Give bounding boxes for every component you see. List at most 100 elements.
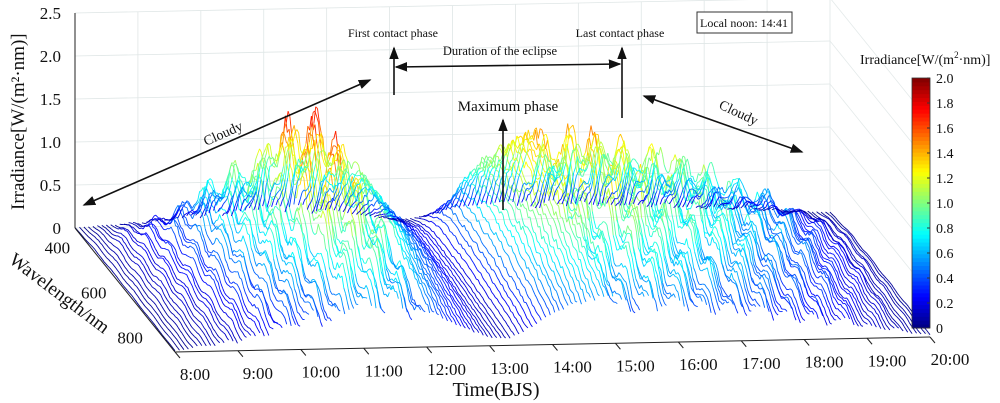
spectrum-segment bbox=[199, 313, 202, 316]
spectrum-segment bbox=[432, 262, 435, 267]
spectrum-segment bbox=[92, 226, 95, 229]
spectrum-segment bbox=[519, 278, 522, 284]
spectrum-segment bbox=[262, 222, 265, 228]
spectrum-line bbox=[360, 199, 462, 327]
spectrum-segment bbox=[270, 229, 274, 234]
spectrum-segment bbox=[182, 228, 185, 236]
spectrum-segment bbox=[129, 224, 132, 228]
spectrum-segment bbox=[239, 299, 243, 305]
spectrum-segment bbox=[448, 281, 451, 285]
spectrum-segment bbox=[375, 190, 378, 193]
spectrum-segment bbox=[113, 230, 116, 233]
spectrum-segment bbox=[286, 293, 290, 301]
spectrum-segment bbox=[196, 255, 200, 262]
spectrum-segment bbox=[336, 238, 340, 241]
spectrum-segment bbox=[306, 208, 310, 213]
spectrum-segment bbox=[167, 241, 170, 245]
spectrum-segment bbox=[427, 278, 431, 282]
spectrum-segment bbox=[375, 191, 378, 198]
spectrum-segment bbox=[434, 275, 437, 280]
spectrum-segment bbox=[364, 210, 367, 213]
spectrum-segment bbox=[499, 313, 503, 317]
spectrum-segment bbox=[528, 229, 532, 234]
spectrum-segment bbox=[147, 288, 150, 291]
spectrum-segment bbox=[485, 291, 488, 296]
spectrum-segment bbox=[431, 296, 435, 300]
spectrum-segment bbox=[416, 273, 419, 276]
spectrum-segment bbox=[320, 321, 323, 327]
spectrum-segment bbox=[412, 264, 416, 270]
spectrum-segment bbox=[119, 236, 122, 239]
spectrum-segment bbox=[437, 308, 440, 310]
spectrum-segment bbox=[253, 271, 257, 275]
spectrum-segment bbox=[142, 303, 146, 307]
spectrum-segment bbox=[280, 255, 284, 262]
spectrum-segment bbox=[383, 293, 386, 296]
spectrum-segment bbox=[453, 314, 456, 317]
spectrum-segment bbox=[235, 190, 238, 199]
spectrum-segment bbox=[306, 312, 310, 315]
spectrum-segment bbox=[461, 321, 465, 326]
spectrum-segment bbox=[199, 275, 203, 280]
spectrum-segment bbox=[343, 287, 347, 294]
spectrum-segment bbox=[207, 318, 210, 323]
spectrum-segment bbox=[200, 309, 203, 312]
spectrum-segment bbox=[436, 261, 439, 264]
spectrum-segment bbox=[402, 250, 406, 253]
spectrum-segment bbox=[242, 332, 246, 337]
spectrum-segment bbox=[114, 274, 118, 278]
spectrum-segment bbox=[252, 234, 256, 239]
spectrum-segment bbox=[425, 286, 429, 294]
spectrum-segment bbox=[513, 270, 517, 273]
spectrum-segment bbox=[150, 311, 153, 315]
spectrum-segment bbox=[426, 244, 429, 247]
spectrum-segment bbox=[316, 116, 319, 124]
spectrum-segment bbox=[423, 282, 427, 287]
spectrum-segment bbox=[459, 284, 463, 288]
spectrum-segment bbox=[321, 272, 325, 280]
spectrum-segment bbox=[227, 330, 230, 335]
spectrum-segment bbox=[444, 244, 447, 248]
spectrum-segment bbox=[140, 255, 143, 258]
spectrum-segment bbox=[438, 244, 441, 247]
spectrum-segment bbox=[556, 305, 560, 311]
spectrum-segment bbox=[276, 238, 280, 248]
spectrum-segment bbox=[488, 298, 492, 301]
spectrum-segment bbox=[317, 223, 321, 231]
spectrum-segment bbox=[141, 309, 145, 313]
spectrum-segment bbox=[316, 214, 320, 219]
spectrum-segment bbox=[472, 303, 476, 308]
spectrum-segment bbox=[228, 302, 232, 304]
spectrum-segment bbox=[377, 226, 380, 229]
spectrum-segment bbox=[314, 262, 318, 267]
spectrum-segment bbox=[158, 315, 161, 319]
spectrum-segment bbox=[434, 307, 438, 314]
spectrum-segment bbox=[428, 235, 431, 240]
spectrum-segment bbox=[81, 235, 85, 239]
spectrum-segment bbox=[436, 289, 439, 292]
spectrum-segment bbox=[297, 209, 300, 217]
spectrum-segment bbox=[506, 198, 509, 204]
spectrum-segment bbox=[90, 233, 94, 236]
spectrum-segment bbox=[260, 168, 264, 180]
spectrum-segment bbox=[147, 315, 150, 319]
spectrum-segment bbox=[266, 255, 270, 262]
spectrum-segment bbox=[423, 228, 426, 232]
spectrum-segment bbox=[183, 218, 186, 225]
spectrum-segment bbox=[515, 219, 518, 224]
spectrum-segment bbox=[238, 260, 241, 263]
spectrum-segment bbox=[363, 230, 367, 244]
spectrum-segment bbox=[79, 226, 82, 230]
spectrum-segment bbox=[210, 286, 214, 291]
spectrum-segment bbox=[364, 209, 367, 226]
spectrum-segment bbox=[167, 222, 171, 225]
spectrum-segment bbox=[262, 321, 266, 328]
spectrum-segment bbox=[264, 251, 267, 258]
spectrum-segment bbox=[123, 286, 127, 289]
spectrum-segment bbox=[150, 227, 153, 231]
spectrum-segment bbox=[148, 275, 152, 279]
spectrum-segment bbox=[476, 278, 479, 281]
spectrum-segment bbox=[135, 231, 139, 234]
spectrum-segment bbox=[303, 272, 307, 279]
spectrum-segment bbox=[461, 234, 464, 239]
